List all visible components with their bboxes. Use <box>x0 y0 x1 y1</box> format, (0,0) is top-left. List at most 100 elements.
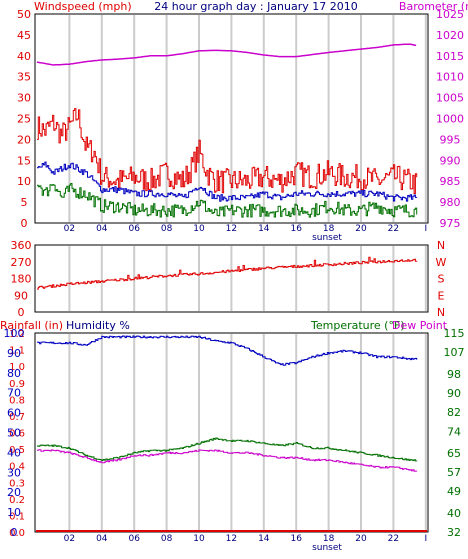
humidity-tick: 30 <box>7 466 21 479</box>
temperature-tick: 65 <box>447 447 461 460</box>
windspeed-tick: 40 <box>17 50 31 63</box>
average-series-line <box>37 161 418 202</box>
temperature-tick: 98 <box>447 368 461 381</box>
humidity-tick: 60 <box>7 407 21 420</box>
wind-panel-x-tick: I <box>424 224 427 234</box>
humidity-tick: 100 <box>4 327 25 340</box>
sunset-label-bottom: sunset <box>312 543 342 553</box>
humidity-tick: 70 <box>7 387 21 400</box>
temperature-axis-label: Temperature (°F) <box>310 319 405 332</box>
compass-label: N <box>437 306 445 319</box>
windspeed-tick: 5 <box>21 196 28 209</box>
wind-panel-x-tick: 20 <box>355 224 367 234</box>
direction-tick: 0 <box>18 306 25 319</box>
barometer-tick: 975 <box>440 217 461 230</box>
wind-series-line <box>37 183 418 218</box>
humidity-tick: 50 <box>7 427 21 440</box>
wind-panel-x-tick: 06 <box>128 224 140 234</box>
rainfall-tick: 0.5 <box>9 445 25 456</box>
dewpoint-series-line <box>37 449 418 472</box>
rainfall-axis-label: Rainfall (in) <box>0 319 63 332</box>
barometer-tick: 1015 <box>436 50 464 63</box>
barometer-tick: 980 <box>440 196 461 209</box>
windspeed-tick: 25 <box>17 113 31 126</box>
barometer-tick: 990 <box>440 154 461 167</box>
barometer-tick: 1025 <box>436 8 464 21</box>
climate-panel-x-tick: 20 <box>355 534 367 544</box>
wind-panel-x-tick: 14 <box>258 224 270 234</box>
rainfall-tick: 0.3 <box>9 478 25 489</box>
temperature-tick: 49 <box>447 485 461 498</box>
compass-label: E <box>438 289 445 302</box>
windspeed-axis-label: Windspeed (mph) <box>34 0 132 13</box>
temperature-tick: 40 <box>447 507 461 520</box>
temperature-tick: 107 <box>444 346 465 359</box>
temperature-tick: 90 <box>447 387 461 400</box>
temperature-tick: 115 <box>444 327 465 340</box>
wind-panel-x-tick: 22 <box>388 224 399 234</box>
wind-panel-x-tick: 16 <box>290 224 302 234</box>
wind-panel-x-tick: 18 <box>323 224 335 234</box>
windspeed-tick: 0 <box>21 217 28 230</box>
climate-panel-x-tick: 22 <box>388 534 399 544</box>
dewpoint-axis-label: Dew Point <box>392 319 448 332</box>
rainfall-tick: 0.2 <box>9 495 25 506</box>
windspeed-tick: 10 <box>17 175 31 188</box>
barometer-axis-label: Barometer (mb) <box>399 0 468 13</box>
wind-panel-x-tick: 08 <box>161 224 173 234</box>
compass-label: N <box>437 239 445 252</box>
barometer-series-line <box>36 43 417 66</box>
rainfall-tick: 1.0 <box>9 362 25 373</box>
rainfall-tick: 1.1 <box>9 346 25 357</box>
humidity-series-line <box>37 335 418 366</box>
temperature-tick: 57 <box>447 466 461 479</box>
wind-panel-x-tick: 12 <box>226 224 237 234</box>
wind-panel-x-tick: 02 <box>64 224 75 234</box>
compass-label: W <box>436 256 447 269</box>
temperature-tick: 82 <box>447 406 461 419</box>
climate-panel-x-tick: 16 <box>290 534 302 544</box>
direction-tick: 90 <box>14 289 28 302</box>
humidity-axis-label: Humidity % <box>66 319 130 332</box>
temperature-series-line <box>37 437 418 462</box>
humidity-tick: 10 <box>7 506 21 519</box>
windspeed-tick: 30 <box>17 92 31 105</box>
rainfall-tick: 0.1 <box>9 511 25 522</box>
climate-panel-x-tick: 06 <box>128 534 140 544</box>
temperature-tick: 74 <box>447 425 461 438</box>
humidity-tick: 0 <box>11 526 18 539</box>
climate-panel-x-tick: 02 <box>64 534 75 544</box>
barometer-tick: 1010 <box>436 71 464 84</box>
rainfall-tick: 0.6 <box>9 429 25 440</box>
climate-panel-x-tick: 14 <box>258 534 270 544</box>
rainfall-tick: 1.2 <box>9 329 25 340</box>
humidity-tick: 40 <box>7 446 21 459</box>
barometer-tick: 995 <box>440 133 461 146</box>
barometer-tick: 1020 <box>436 29 464 42</box>
wind-panel-x-tick: 04 <box>96 224 108 234</box>
compass-label: S <box>438 273 445 286</box>
barometer-tick: 1000 <box>436 113 464 126</box>
barometer-tick: 985 <box>440 175 461 188</box>
rainfall-tick: 0.4 <box>9 462 25 473</box>
windspeed-tick: 35 <box>17 71 31 84</box>
windspeed-tick: 50 <box>17 8 31 21</box>
windspeed-tick: 45 <box>17 29 31 42</box>
rainfall-tick: 0.0 <box>9 528 25 539</box>
climate-panel-x-tick: 10 <box>193 534 205 544</box>
climate-panel-x-tick: 08 <box>161 534 173 544</box>
direction-tick: 180 <box>11 273 32 286</box>
rainfall-tick: 0.8 <box>9 395 25 406</box>
direction-tick: 360 <box>11 239 32 252</box>
wind-direction-series-line <box>37 256 418 290</box>
wind-panel-x-tick: 10 <box>193 224 205 234</box>
rainfall-tick: 0.9 <box>9 379 25 390</box>
temperature-tick: 32 <box>447 526 461 539</box>
sunset-label: sunset <box>312 233 342 243</box>
humidity-tick: 20 <box>7 486 21 499</box>
climate-panel-x-tick: I <box>424 534 427 544</box>
windspeed-tick: 15 <box>17 154 31 167</box>
humidity-tick: 90 <box>7 347 21 360</box>
climate-panel-x-tick: 18 <box>323 534 335 544</box>
